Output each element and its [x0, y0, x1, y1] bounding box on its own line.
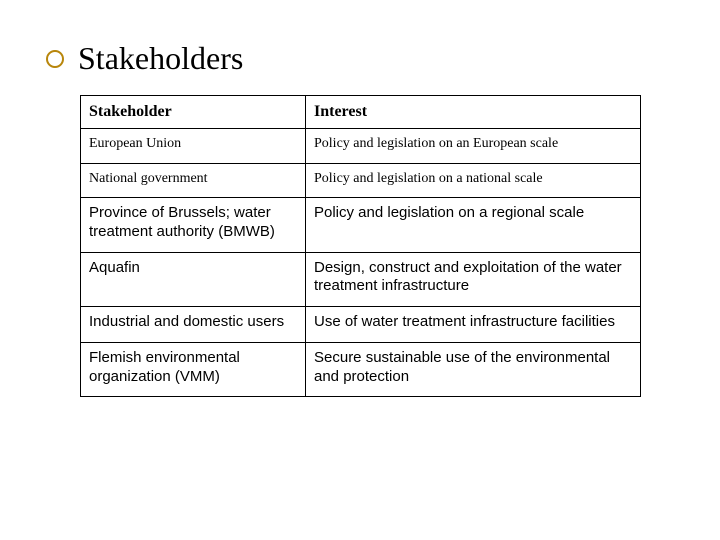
cell-stakeholder: Flemish environmental organization (VMM): [81, 342, 306, 397]
table-row: Flemish environmental organization (VMM)…: [81, 342, 641, 397]
cell-stakeholder: National government: [81, 163, 306, 198]
col-stakeholder: Stakeholder: [81, 96, 306, 129]
cell-interest: Policy and legislation on an European sc…: [306, 129, 641, 164]
table-body: European UnionPolicy and legislation on …: [81, 129, 641, 397]
page-title: Stakeholders: [78, 40, 243, 77]
cell-interest: Design, construct and exploitation of th…: [306, 252, 641, 307]
cell-interest: Policy and legislation on a regional sca…: [306, 198, 641, 253]
table-row: Industrial and domestic usersUse of wate…: [81, 307, 641, 343]
cell-interest: Use of water treatment infrastructure fa…: [306, 307, 641, 343]
col-interest: Interest: [306, 96, 641, 129]
cell-interest: Secure sustainable use of the environmen…: [306, 342, 641, 397]
table-row: AquafinDesign, construct and exploitatio…: [81, 252, 641, 307]
table-header-row: Stakeholder Interest: [81, 96, 641, 129]
cell-stakeholder: Industrial and domestic users: [81, 307, 306, 343]
cell-stakeholder: Province of Brussels; water treatment au…: [81, 198, 306, 253]
bullet-icon: [46, 50, 64, 68]
cell-stakeholder: Aquafin: [81, 252, 306, 307]
table-row: National governmentPolicy and legislatio…: [81, 163, 641, 198]
slide-container: Stakeholders Stakeholder Interest Europe…: [0, 0, 720, 540]
stakeholder-table: Stakeholder Interest European UnionPolic…: [80, 95, 641, 397]
table-row: Province of Brussels; water treatment au…: [81, 198, 641, 253]
cell-interest: Policy and legislation on a national sca…: [306, 163, 641, 198]
title-row: Stakeholders: [80, 40, 660, 77]
table-row: European UnionPolicy and legislation on …: [81, 129, 641, 164]
cell-stakeholder: European Union: [81, 129, 306, 164]
